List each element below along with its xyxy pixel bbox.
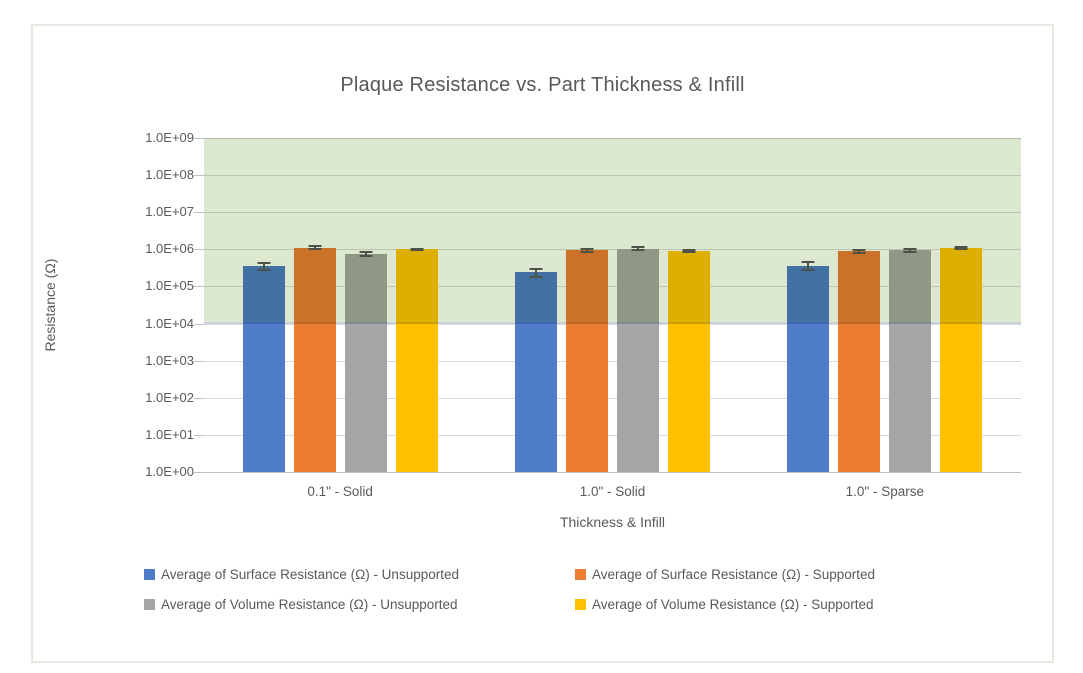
- y-tick-label-1.0E+07: 1.0E+07: [145, 204, 194, 220]
- x-tick-label-cat2: 1.0" - Sparse: [845, 484, 924, 499]
- gridline-1.0E+03: [204, 360, 1021, 362]
- legend-item-series2: Average of Volume Resistance (Ω) - Unsup…: [144, 596, 458, 612]
- y-tick-label-1.0E+02: 1.0E+02: [145, 389, 194, 405]
- legend-label-series1: Average of Surface Resistance (Ω) - Supp…: [592, 566, 875, 582]
- y-tick-1.0E+07: [194, 212, 204, 214]
- chart-card: Plaque Resistance vs. Part Thickness & I…: [31, 24, 1054, 663]
- chart-title: Plaque Resistance vs. Part Thickness & I…: [340, 74, 745, 96]
- legend-marker-series2: [144, 598, 155, 610]
- legend-label-series3: Average of Volume Resistance (Ω) - Suppo…: [592, 596, 874, 612]
- legend-label-series0: Average of Surface Resistance (Ω) - Unsu…: [161, 566, 459, 582]
- gridline-1.0E+02: [204, 397, 1021, 399]
- y-tick-label-1.0E+01: 1.0E+01: [145, 426, 194, 442]
- gridline-1.0E+01: [204, 434, 1021, 436]
- y-axis-title: Resistance (Ω): [42, 258, 58, 352]
- y-tick-1.0E+06: [194, 249, 204, 251]
- y-tick-label-1.0E+06: 1.0E+06: [145, 241, 194, 257]
- y-tick-label-1.0E+03: 1.0E+03: [145, 352, 194, 368]
- y-tick-1.0E+00: [194, 472, 204, 473]
- legend-marker-series3: [575, 598, 586, 610]
- x-axis-title: Thickness & Infill: [559, 514, 666, 530]
- y-tick-label-1.0E+00: 1.0E+00: [145, 464, 194, 479]
- y-tick-label-1.0E+05: 1.0E+05: [145, 278, 194, 294]
- gridline-1.0E+04: [204, 323, 1021, 325]
- y-tick-1.0E+08: [194, 175, 204, 177]
- x-axis-line: [204, 472, 1021, 473]
- y-tick-1.0E+01: [194, 434, 204, 436]
- y-tick-label-1.0E+09: 1.0E+09: [145, 130, 194, 145]
- legend-marker-series0: [144, 568, 155, 580]
- x-tick-label-cat1: 1.0" - Solid: [579, 484, 646, 499]
- y-tick-1.0E+03: [194, 360, 204, 362]
- legend-item-series3: Average of Volume Resistance (Ω) - Suppo…: [575, 596, 874, 612]
- y-tick-1.0E+04: [194, 323, 204, 325]
- legend-item-series0: Average of Surface Resistance (Ω) - Unsu…: [144, 566, 459, 582]
- x-tick-label-cat0: 0.1" - Solid: [307, 484, 373, 499]
- y-tick-1.0E+05: [194, 286, 204, 288]
- y-tick-1.0E+02: [194, 397, 204, 399]
- legend-marker-series1: [575, 568, 586, 580]
- legend-item-series1: Average of Surface Resistance (Ω) - Supp…: [575, 566, 875, 582]
- bar-chart: Plaque Resistance vs. Part Thickness & I…: [33, 26, 1052, 661]
- y-tick-label-1.0E+08: 1.0E+08: [145, 167, 194, 183]
- y-tick-label-1.0E+04: 1.0E+04: [145, 315, 194, 331]
- legend-label-series2: Average of Volume Resistance (Ω) - Unsup…: [161, 596, 458, 612]
- highlight-band: [204, 138, 1021, 324]
- y-tick-1.0E+09: [194, 138, 204, 139]
